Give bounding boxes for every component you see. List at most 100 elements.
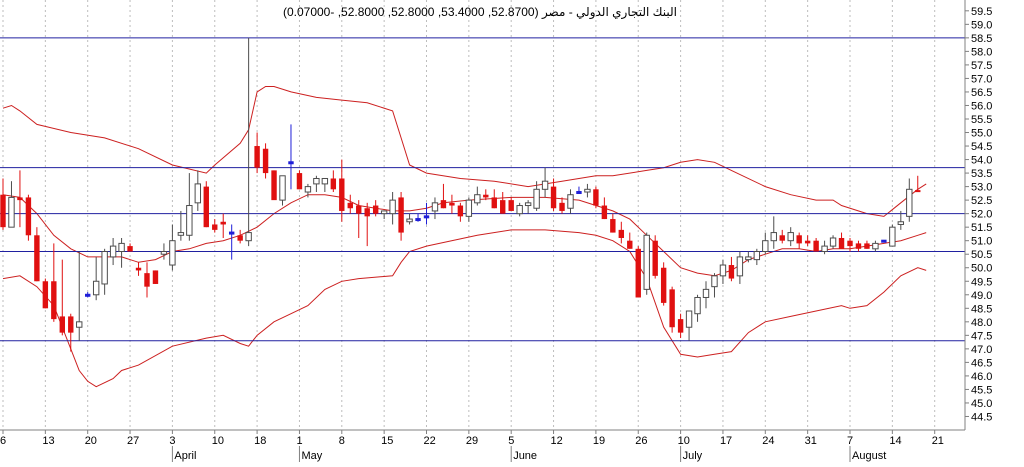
candle-94 xyxy=(796,232,802,249)
candle-body-64 xyxy=(541,180,549,190)
candle-95 xyxy=(804,235,811,247)
grid xyxy=(2,0,936,430)
y-tick-label-25: 57.0 xyxy=(971,73,992,85)
candle-105 xyxy=(889,224,896,247)
candle-body-11 xyxy=(92,280,100,296)
candle-42 xyxy=(356,200,362,238)
candle-body-2 xyxy=(17,197,23,201)
x-tick-label-15: 26 xyxy=(635,435,647,447)
candle-68 xyxy=(576,186,582,195)
candle-body-20 xyxy=(169,240,176,266)
candle-body-65 xyxy=(550,186,557,209)
candles xyxy=(0,37,921,352)
candle-10 xyxy=(85,292,91,298)
candle-body-56 xyxy=(474,194,481,204)
candle-body-102 xyxy=(864,243,870,249)
candle-body-9 xyxy=(76,321,83,328)
candle-91 xyxy=(770,216,777,249)
candle-body-93 xyxy=(787,232,794,242)
candle-body-104 xyxy=(881,239,887,243)
candle-body-66 xyxy=(559,202,565,211)
candle-body-27 xyxy=(228,231,235,235)
candle-body-69 xyxy=(584,188,591,193)
candle-83 xyxy=(702,281,710,309)
candle-19 xyxy=(160,243,168,260)
candle-body-71 xyxy=(601,205,608,220)
candle-77 xyxy=(652,235,658,279)
candle-101 xyxy=(855,240,862,252)
y-tick-label-4: 46.5 xyxy=(971,357,992,369)
candle-body-50 xyxy=(423,215,430,219)
candle-38 xyxy=(321,177,329,193)
candle-body-76 xyxy=(643,234,650,290)
candle-30 xyxy=(254,132,260,174)
y-tick-label-5: 47.0 xyxy=(971,344,992,356)
candle-body-85 xyxy=(719,264,727,277)
candle-body-90 xyxy=(762,240,769,253)
month-label-3: July xyxy=(683,450,703,462)
candle-body-33 xyxy=(279,175,286,201)
candle-body-1 xyxy=(8,196,15,228)
candle-body-106 xyxy=(897,221,905,225)
candle-64 xyxy=(541,167,549,198)
candle-body-77 xyxy=(652,240,658,276)
candle-body-86 xyxy=(728,265,735,279)
candle-body-83 xyxy=(702,288,710,298)
x-tick-label-18: 24 xyxy=(762,435,774,447)
candle-88 xyxy=(745,251,752,263)
candle-82 xyxy=(694,294,701,322)
candle-25 xyxy=(212,219,218,233)
candle-body-63 xyxy=(533,188,540,209)
candle-18 xyxy=(152,270,159,284)
candle-98 xyxy=(829,235,837,249)
x-tick-label-16: 10 xyxy=(678,435,690,447)
x-tick-label-20: 7 xyxy=(847,435,853,447)
candle-body-8 xyxy=(68,316,74,333)
candle-body-16 xyxy=(135,267,142,271)
candle-body-59 xyxy=(500,200,506,214)
x-tick-label-13: 12 xyxy=(551,435,563,447)
x-tick-label-5: 10 xyxy=(212,435,224,447)
candle-74 xyxy=(627,232,633,249)
y-tick-label-27: 58.0 xyxy=(971,46,992,58)
candle-body-41 xyxy=(347,202,353,209)
candle-body-101 xyxy=(855,243,862,249)
y-tick-label-28: 58.5 xyxy=(971,33,992,45)
candle-27 xyxy=(228,224,235,260)
candle-86 xyxy=(728,256,735,282)
candle-6 xyxy=(51,243,57,322)
x-tick-label-4: 3 xyxy=(169,435,175,447)
x-tick-label-11: 29 xyxy=(466,435,478,447)
candle-body-72 xyxy=(610,219,616,233)
y-tick-label-0: 44.5 xyxy=(971,411,992,423)
candle-body-81 xyxy=(685,310,693,328)
candle-41 xyxy=(347,194,353,214)
candle-body-7 xyxy=(59,316,65,333)
y-tick-label-1: 45.0 xyxy=(971,398,992,410)
candle-body-61 xyxy=(516,205,523,215)
candle-body-22 xyxy=(186,205,193,236)
candle-107 xyxy=(906,178,913,222)
candle-12 xyxy=(101,248,108,295)
candle-104 xyxy=(881,239,887,243)
y-tick-label-16: 52.5 xyxy=(971,195,992,207)
candle-body-12 xyxy=(101,251,108,285)
candle-3 xyxy=(25,194,32,241)
candle-63 xyxy=(533,181,540,211)
candle-body-67 xyxy=(567,194,574,209)
candle-body-17 xyxy=(144,273,150,287)
y-tick-label-13: 51.0 xyxy=(971,236,992,248)
candle-57 xyxy=(483,189,489,201)
candle-body-24 xyxy=(203,186,209,228)
candle-93 xyxy=(787,227,794,247)
candle-51 xyxy=(431,197,439,220)
y-tick-label-17: 53.0 xyxy=(971,182,992,194)
y-tick-label-26: 57.5 xyxy=(971,60,992,72)
candle-body-55 xyxy=(465,199,473,217)
candle-59 xyxy=(500,192,506,214)
candle-body-78 xyxy=(660,267,667,303)
candle-body-51 xyxy=(431,202,439,212)
candle-body-23 xyxy=(194,183,202,204)
candle-97 xyxy=(821,240,828,255)
y-tick-label-20: 54.5 xyxy=(971,141,992,153)
